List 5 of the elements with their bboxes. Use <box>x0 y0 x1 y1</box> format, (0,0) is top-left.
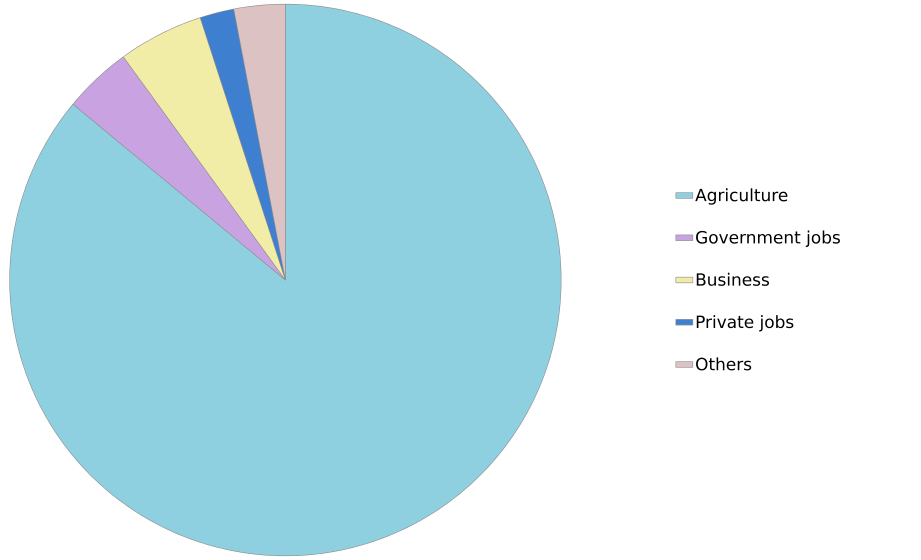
legend-label: Private jobs <box>696 315 794 332</box>
legend-label: Government jobs <box>696 230 840 247</box>
legend-label: Others <box>696 357 752 370</box>
legend-label: Agriculture <box>695 188 788 205</box>
legend-label: Business <box>696 272 769 286</box>
